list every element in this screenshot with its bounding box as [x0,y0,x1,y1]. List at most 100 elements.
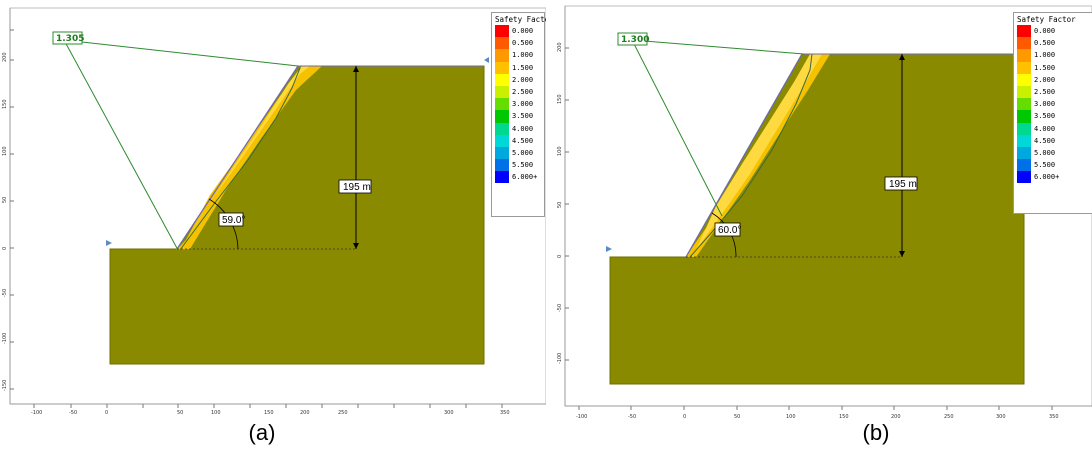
legend-swatch [1017,134,1031,147]
legend-label: 6.000+ [512,173,538,182]
y-tick-labels: 200 150 100 50 0 -50 -100 [557,42,563,364]
slope-face [685,53,803,258]
legend-entry: 2.000 [495,73,541,86]
x-tick-label: 0 [683,414,686,420]
boundary-marker-icon [484,57,489,63]
legend-swatch [1017,37,1031,50]
x-ruler-ticks [33,404,503,408]
legend-swatch [1017,110,1031,123]
legend-entry: 0.500 [1017,37,1089,50]
legend-swatch [1017,73,1031,86]
x-tick-label: -100 [31,410,42,416]
legend-entry: 5.000 [495,146,541,160]
y-tick-label: 50 [557,202,563,208]
x-tick-label: -50 [628,414,636,420]
height-label-box [884,176,918,191]
legend-label: 0.000 [512,27,534,36]
legend-swatch [495,146,509,160]
legend-title: Safety Factor [1017,15,1076,24]
legend-swatch [1017,146,1031,160]
y-ruler-ticks [10,29,14,390]
boundary-marker-icon [606,246,612,252]
arrow-down-icon [353,243,359,249]
legend-swatch [495,25,509,38]
arrow-down-icon [899,251,905,257]
x-tick-label: 300 [996,414,1006,420]
boundary-marker-icon [106,240,112,246]
x-tick-label: -50 [69,410,77,416]
x-tick-label: 50 [734,414,740,420]
legend-label: 6.000+ [1034,173,1060,182]
y-tick-label: 150 [2,99,8,109]
legend-entry: 4.000 [1017,122,1089,135]
angle-label-box [218,212,244,227]
legend-swatch [495,73,509,86]
legend-entry: 1.000 [1017,49,1089,62]
safety-factor-label: 1.305 [56,34,84,44]
legend-entry: 4.000 [495,122,541,135]
height-label: 195 m [343,182,371,193]
y-tick-label: 0 [2,247,8,250]
y-tick-label: 0 [557,255,563,258]
arrow-up-icon [353,66,359,72]
legend-label: 2.000 [512,75,534,84]
legend-entry: 2.000 [1017,73,1089,86]
legend-entry: 0.000 [495,25,541,38]
y-tick-label: -100 [2,333,8,344]
x-tick-label: 250 [338,410,348,416]
legend-entry: 3.000 [1017,98,1089,111]
panel-caption: (a) [248,420,276,445]
legend-entry: 4.500 [1017,134,1089,147]
legend-swatch [1017,49,1031,62]
legend-label: 4.000 [512,124,534,133]
legend-label: 1.000 [1034,51,1056,60]
legend-label: 2.500 [1034,88,1056,97]
x-tick-label: 0 [105,410,108,416]
legend-label: 5.500 [1034,161,1056,170]
legend-entry: 4.500 [495,134,541,147]
y-tick-label: -150 [2,380,8,391]
legend-entry: 2.500 [1017,85,1089,99]
legend-swatch [495,159,509,172]
legend-label: 1.000 [512,51,534,60]
y-tick-label: -50 [2,289,8,297]
legend-label: 2.000 [1034,75,1056,84]
y-tick-label: 200 [2,52,8,62]
critical-slip-surface [689,53,813,258]
x-tick-label: 200 [891,414,901,420]
safety-factor-legend: Safety Factor 0.000 0.500 1.000 1.500 2.000 2… [1013,12,1092,214]
legend-entry: 0.500 [495,37,541,50]
y-tick-label: -100 [557,353,563,364]
failure-zone [176,66,322,250]
legend-entry: 3.500 [495,110,541,123]
x-tick-label: 200 [300,410,310,416]
safety-factor-box [52,31,83,45]
legend-swatch [495,134,509,147]
slope-face [176,65,299,250]
legend-label: 4.500 [512,136,534,145]
legend-label: 4.500 [1034,136,1056,145]
legend-entry: 0.000 [1017,25,1089,38]
legend-swatch [1017,98,1031,111]
legend-label: 3.000 [1034,100,1056,109]
failure-zone-inner [696,54,822,250]
x-tick-labels: -100 -50 0 50 100 150 200 250 300 350 [31,410,510,416]
x-tick-label: 100 [211,410,221,416]
legend-entry: 3.500 [1017,110,1089,123]
arrow-up-icon [899,54,905,60]
legend-swatch [1017,25,1031,38]
legend-label: 1.500 [1034,63,1056,72]
legend-swatch [495,37,509,50]
legend-entry: 5.500 [1017,159,1089,172]
legend-label: 3.500 [512,112,534,121]
legend-swatch [495,85,509,99]
legend-label: 5.500 [512,161,534,170]
angle-label-box [714,222,741,237]
x-tick-label: 50 [177,410,183,416]
legend-swatch [495,49,509,62]
legend-entry: 2.500 [495,85,541,99]
model-canvas-b: 200 150 100 50 0 -50 -100 -100 -50 0 50 … [557,5,1092,420]
legend-label: 5.000 [1034,148,1056,157]
slip-radius-top [63,39,299,67]
legend-label: 4.000 [1034,124,1056,133]
